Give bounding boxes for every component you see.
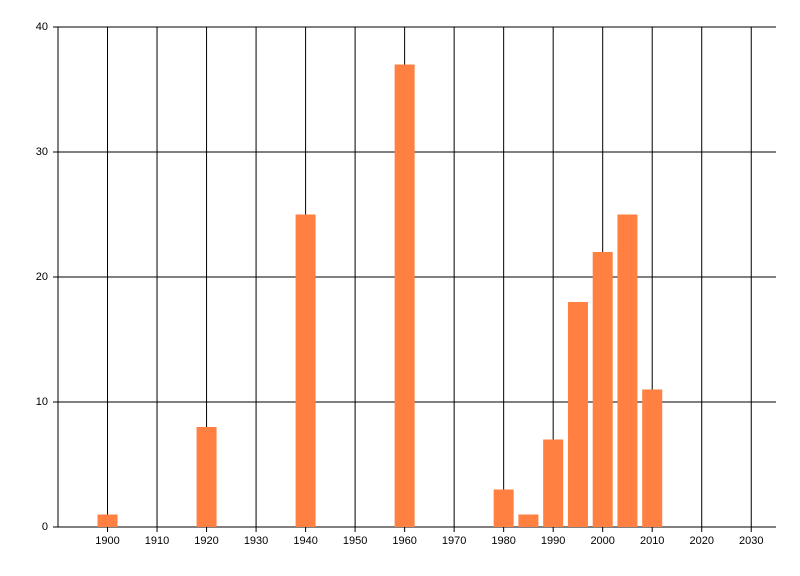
x-tick-label: 1950 — [343, 535, 367, 547]
bar — [493, 489, 514, 527]
x-tick-label: 1980 — [491, 535, 515, 547]
bar — [196, 427, 217, 527]
x-tick-label: 1970 — [442, 535, 466, 547]
x-tick-label: 1920 — [194, 535, 218, 547]
y-tick-label: 30 — [36, 146, 48, 158]
y-tick-label: 40 — [36, 21, 48, 33]
bar — [97, 514, 118, 527]
bar — [592, 252, 613, 527]
y-tick-label: 0 — [42, 521, 48, 533]
bar — [642, 389, 663, 527]
x-tick-label: 2020 — [689, 535, 713, 547]
x-tick-label: 1910 — [145, 535, 169, 547]
y-tick-label: 10 — [36, 396, 48, 408]
bar — [295, 214, 316, 527]
bar — [567, 302, 588, 527]
x-tick-label: 1900 — [95, 535, 119, 547]
bar — [518, 514, 539, 527]
x-tick-label: 1960 — [392, 535, 416, 547]
bar — [617, 214, 638, 527]
x-tick-label: 2030 — [739, 535, 763, 547]
x-tick-label: 2010 — [640, 535, 664, 547]
x-tick-label: 2000 — [590, 535, 614, 547]
x-tick-label: 1930 — [244, 535, 268, 547]
x-tick-label: 1990 — [541, 535, 565, 547]
x-tick-label: 1940 — [293, 535, 317, 547]
y-tick-label: 20 — [36, 271, 48, 283]
bar — [394, 64, 415, 527]
bar — [543, 439, 564, 527]
